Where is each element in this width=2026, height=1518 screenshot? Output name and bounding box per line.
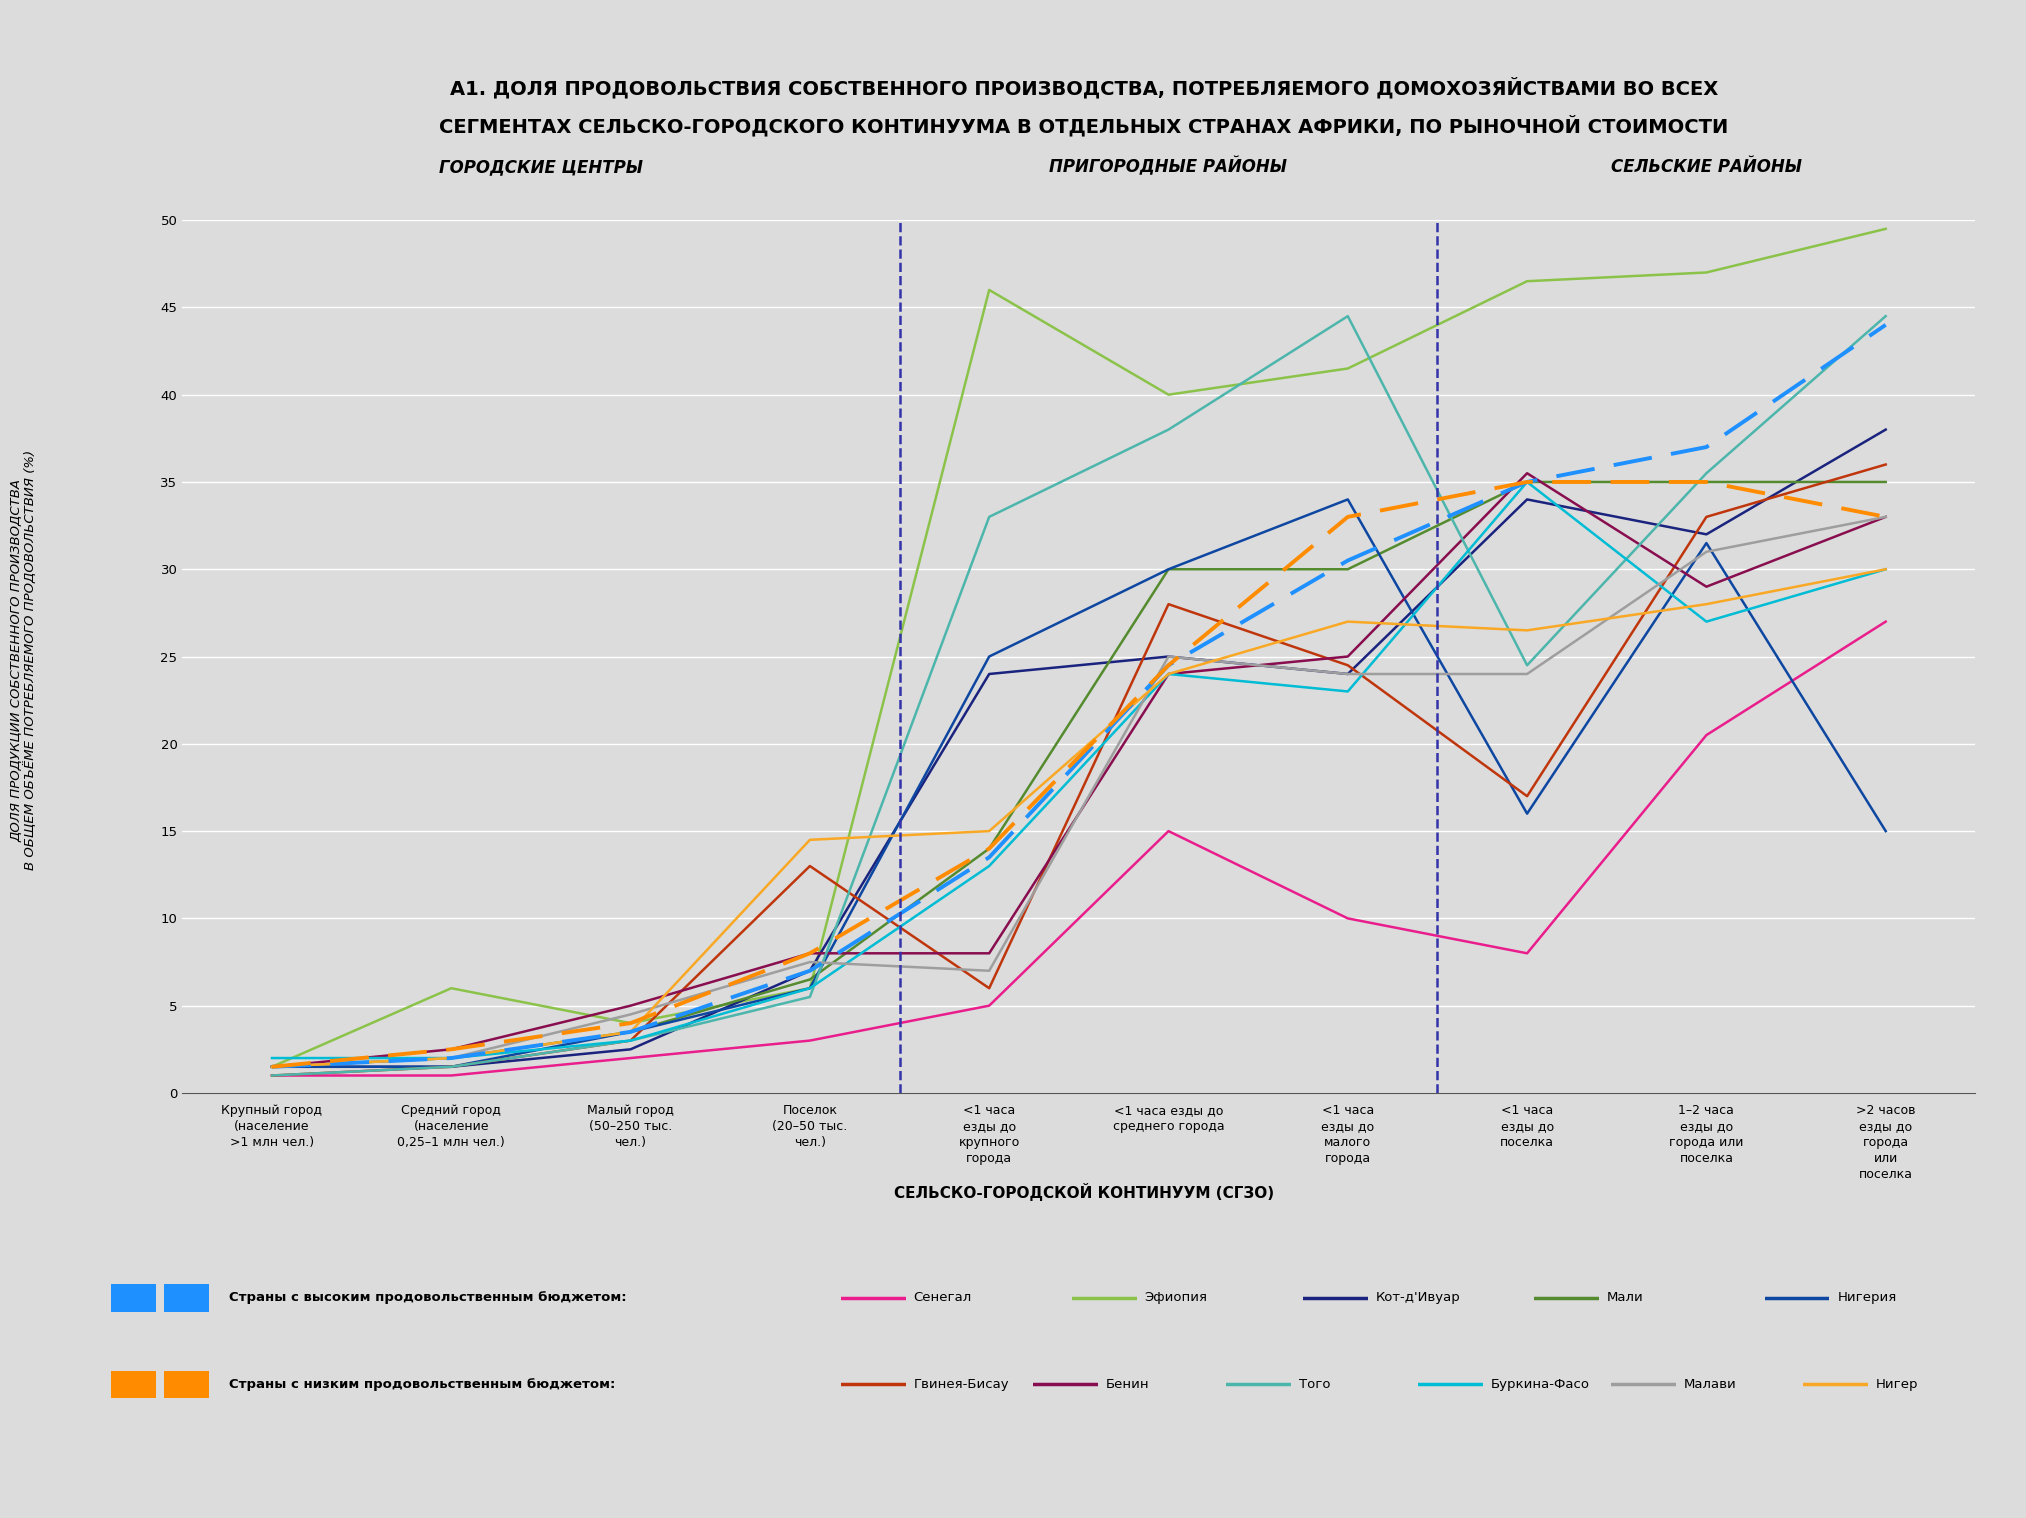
Text: Гвинея-Бисау: Гвинея-Бисау [914,1378,1009,1390]
Text: Мали: Мали [1607,1292,1643,1304]
Text: Страны с высоким продовольственным бюджетом:: Страны с высоким продовольственным бюдже… [229,1292,626,1304]
Text: ПРИГОРОДНЫЕ РАЙОНЫ: ПРИГОРОДНЫЕ РАЙОНЫ [1049,158,1287,176]
Text: Нигерия: Нигерия [1838,1292,1896,1304]
Text: Эфиопия: Эфиопия [1145,1292,1207,1304]
Text: Бенин: Бенин [1106,1378,1151,1390]
Text: СЕГМЕНТАХ СЕЛЬСКО-ГОРОДСКОГО КОНТИНУУМА В ОТДЕЛЬНЫХ СТРАНАХ АФРИКИ, ПО РЫНОЧНОЙ : СЕГМЕНТАХ СЕЛЬСКО-ГОРОДСКОГО КОНТИНУУМА … [440,115,1728,137]
Text: СЕЛЬСКО-ГОРОДСКОЙ КОНТИНУУМ (СГЗО): СЕЛЬСКО-ГОРОДСКОЙ КОНТИНУУМ (СГЗО) [893,1183,1274,1201]
Text: Буркина-Фасо: Буркина-Фасо [1491,1378,1590,1390]
Text: ГОРОДСКИЕ ЦЕНТРЫ: ГОРОДСКИЕ ЦЕНТРЫ [440,158,642,176]
Text: Страны с низким продовольственным бюджетом:: Страны с низким продовольственным бюджет… [229,1378,616,1390]
Text: Сенегал: Сенегал [914,1292,972,1304]
Text: Нигер: Нигер [1876,1378,1919,1390]
Text: Кот-д'Ивуар: Кот-д'Ивуар [1376,1292,1461,1304]
Text: ДОЛЯ ПРОДУКЦИИ СОБСТВЕННОГО ПРОИЗВОДСТВА
В ОБЩЕМ ОБЪЁМЕ ПОТРЕБЛЯЕМОГО ПРОДОВОЛЬС: ДОЛЯ ПРОДУКЦИИ СОБСТВЕННОГО ПРОИЗВОДСТВА… [10,451,38,870]
Text: Того: Того [1299,1378,1331,1390]
Text: Малави: Малави [1684,1378,1736,1390]
Text: СЕЛЬСКИЕ РАЙОНЫ: СЕЛЬСКИЕ РАЙОНЫ [1611,158,1801,176]
Text: А1. ДОЛЯ ПРОДОВОЛЬСТВИЯ СОБСТВЕННОГО ПРОИЗВОДСТВА, ПОТРЕБЛЯЕМОГО ДОМОХОЗЯЙСТВАМИ: А1. ДОЛЯ ПРОДОВОЛЬСТВИЯ СОБСТВЕННОГО ПРО… [450,77,1718,99]
